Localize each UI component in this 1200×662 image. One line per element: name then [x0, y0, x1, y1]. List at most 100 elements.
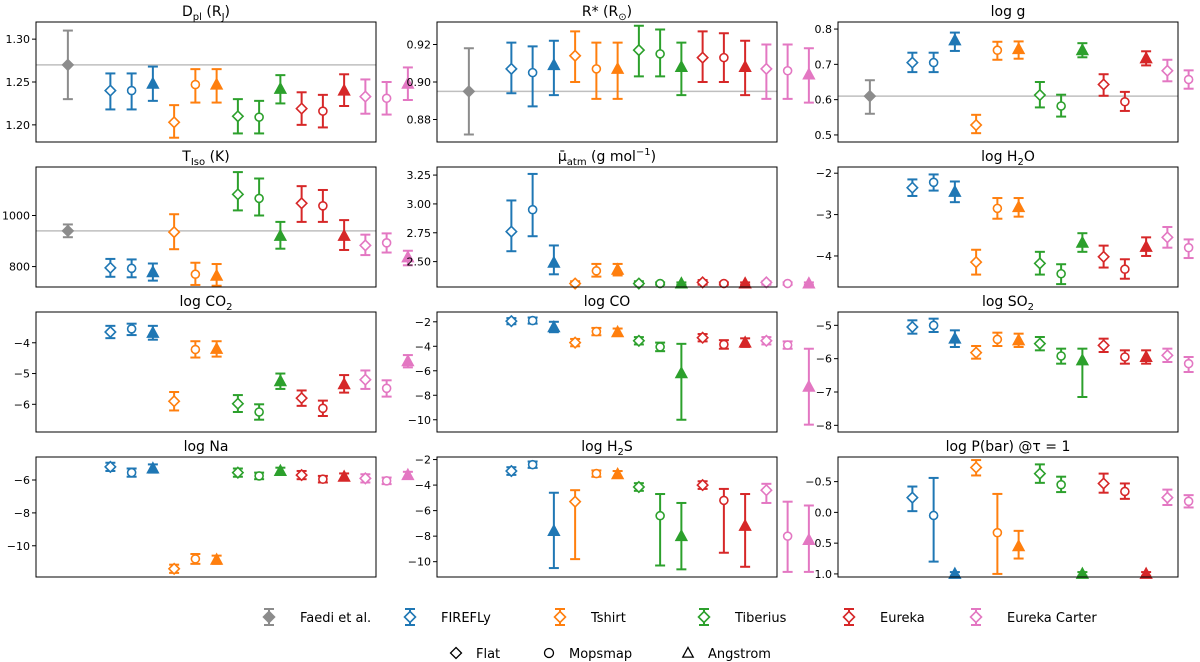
data-point: [254, 403, 265, 421]
data-point: [1033, 463, 1047, 484]
marker-triangle: [547, 57, 561, 71]
data-point: [209, 340, 224, 358]
data-point: [1011, 332, 1026, 348]
marker-triangle: [610, 466, 625, 480]
marker-triangle: [1139, 566, 1153, 579]
data-point: [527, 172, 538, 238]
marker-diamond: [231, 187, 245, 201]
panel-5: −4 −3 −2 log H2O: [816, 149, 1194, 288]
marker-triangle: [738, 276, 752, 289]
panel-1: 0.88 0.90 0.92 R* (R⊙): [407, 4, 816, 143]
data-point: [1056, 93, 1067, 118]
marker-circle: [126, 85, 137, 96]
marker-diamond: [1097, 339, 1110, 352]
data-point: [1075, 232, 1090, 253]
data-point: [632, 480, 646, 494]
marker-circle: [1056, 479, 1066, 490]
data-point: [337, 469, 351, 482]
y-tick-label: −8: [415, 389, 431, 402]
y-tick-label: 0.7: [815, 58, 833, 71]
data-point: [674, 342, 689, 421]
marker-triangle: [1011, 199, 1026, 213]
marker-diamond: [969, 461, 983, 474]
marker-circle: [381, 476, 392, 486]
data-point: [126, 258, 137, 279]
marker-circle: [1120, 264, 1130, 275]
legend-label: Tiberius: [734, 611, 787, 626]
legend-label: Tshirt: [590, 611, 626, 626]
marker-diamond: [632, 277, 646, 290]
marker-diamond: [696, 51, 709, 64]
panel-8: −8 −7 −6 −5 log SO2: [816, 294, 1194, 433]
marker-circle: [1120, 352, 1130, 362]
panel-frame: [35, 311, 377, 433]
data-point: [992, 492, 1003, 575]
data-point: [359, 369, 372, 390]
data-point: [1097, 472, 1110, 494]
panel-7: −10 −8 −6 −4 −2 log CO: [408, 294, 816, 433]
panel-title: TIso (K): [181, 149, 229, 168]
panel-3: 800 1000 TIso (K): [2, 149, 415, 288]
data-point: [1119, 90, 1130, 112]
data-point: [359, 233, 372, 257]
data-point: [1011, 197, 1026, 218]
data-point: [591, 326, 602, 337]
data-point: [337, 219, 351, 251]
data-point: [254, 99, 265, 135]
y-tick-label: 0.90: [407, 76, 432, 89]
legend-marker-entry: Flat: [449, 646, 500, 662]
data-point: [104, 460, 117, 474]
marker-diamond: [906, 491, 919, 504]
marker-circle: [126, 263, 137, 274]
data-point: [359, 472, 372, 485]
panel-title: log Na: [184, 439, 229, 455]
marker-circle: [527, 459, 538, 470]
marker-circle: [928, 177, 939, 188]
marker-diamond: [167, 225, 181, 239]
data-point: [948, 566, 962, 579]
panel-frame: [837, 311, 1179, 433]
marker-diamond: [906, 181, 919, 195]
data-point: [1183, 494, 1194, 509]
panel-title: log SO2: [982, 294, 1034, 313]
data-point: [547, 491, 561, 570]
marker-diamond: [505, 225, 518, 238]
data-point: [527, 45, 538, 108]
marker-diamond: [167, 115, 181, 129]
data-point: [146, 461, 160, 474]
marker-circle: [527, 204, 538, 215]
data-point: [1056, 263, 1067, 286]
data-point: [632, 334, 646, 348]
y-tick-label: −0.5: [805, 476, 832, 489]
data-point: [231, 394, 245, 413]
data-point: [969, 345, 983, 360]
data-point: [317, 399, 328, 417]
marker-triangle: [948, 33, 962, 46]
marker-diamond: [167, 394, 181, 408]
marker-triangle: [273, 373, 288, 387]
marker-diamond: [568, 495, 582, 509]
legend-shape: [681, 646, 695, 658]
marker-diamond: [104, 460, 117, 474]
y-tick-label: 2.50: [407, 256, 432, 269]
panel-title: log H2S: [581, 439, 633, 458]
marker-diamond: [1097, 477, 1110, 490]
marker-circle: [527, 315, 538, 326]
marker-triangle: [146, 461, 160, 474]
marker-diamond: [295, 102, 308, 115]
data-point: [782, 278, 793, 289]
data-point: [527, 459, 538, 470]
data-point: [992, 40, 1003, 61]
panel-9: −10 −8 −6 log Na: [7, 439, 415, 578]
panel-frame: [436, 311, 778, 433]
legend-label: Faedi et al.: [300, 611, 371, 626]
marker-diamond: [760, 276, 773, 289]
data-point: [674, 41, 689, 97]
marker-triangle: [146, 76, 160, 89]
data-point: [969, 113, 983, 135]
marker-diamond: [231, 466, 245, 479]
y-tick-label: 0.5: [815, 129, 833, 142]
data-point: [1119, 349, 1130, 365]
marker-triangle: [1011, 538, 1026, 552]
